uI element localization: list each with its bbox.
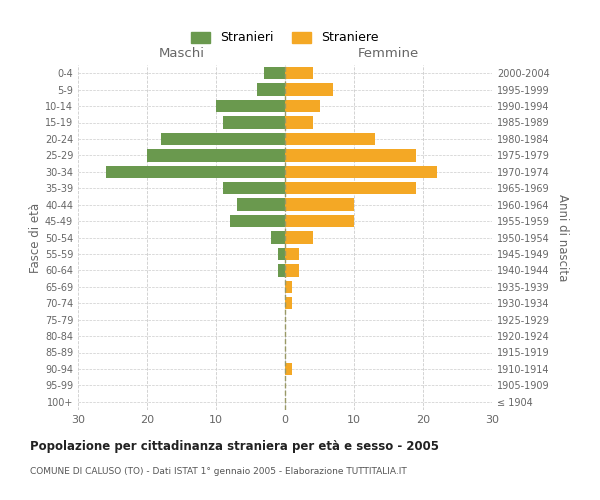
Bar [285,116,313,128]
Bar [271,232,285,243]
Bar [285,363,292,375]
Bar [285,215,354,227]
Y-axis label: Fasce di età: Fasce di età [29,202,42,272]
Bar [257,84,285,96]
Bar [285,166,437,178]
Bar [278,264,285,276]
Bar [278,248,285,260]
Text: Maschi: Maschi [158,47,205,60]
Bar [285,149,416,162]
Bar [285,248,299,260]
Y-axis label: Anni di nascita: Anni di nascita [556,194,569,281]
Bar [216,100,285,112]
Bar [265,67,285,80]
Text: Popolazione per cittadinanza straniera per età e sesso - 2005: Popolazione per cittadinanza straniera p… [30,440,439,453]
Bar [285,67,313,80]
Bar [285,100,320,112]
Bar [161,133,285,145]
Bar [285,232,313,243]
Bar [106,166,285,178]
Bar [223,116,285,128]
Text: COMUNE DI CALUSO (TO) - Dati ISTAT 1° gennaio 2005 - Elaborazione TUTTITALIA.IT: COMUNE DI CALUSO (TO) - Dati ISTAT 1° ge… [30,468,407,476]
Text: Femmine: Femmine [358,47,419,60]
Bar [147,149,285,162]
Bar [285,182,416,194]
Bar [237,198,285,211]
Bar [285,264,299,276]
Bar [285,84,334,96]
Bar [285,297,292,310]
Bar [230,215,285,227]
Bar [285,280,292,293]
Bar [223,182,285,194]
Bar [285,198,354,211]
Bar [285,133,374,145]
Legend: Stranieri, Straniere: Stranieri, Straniere [187,26,383,50]
